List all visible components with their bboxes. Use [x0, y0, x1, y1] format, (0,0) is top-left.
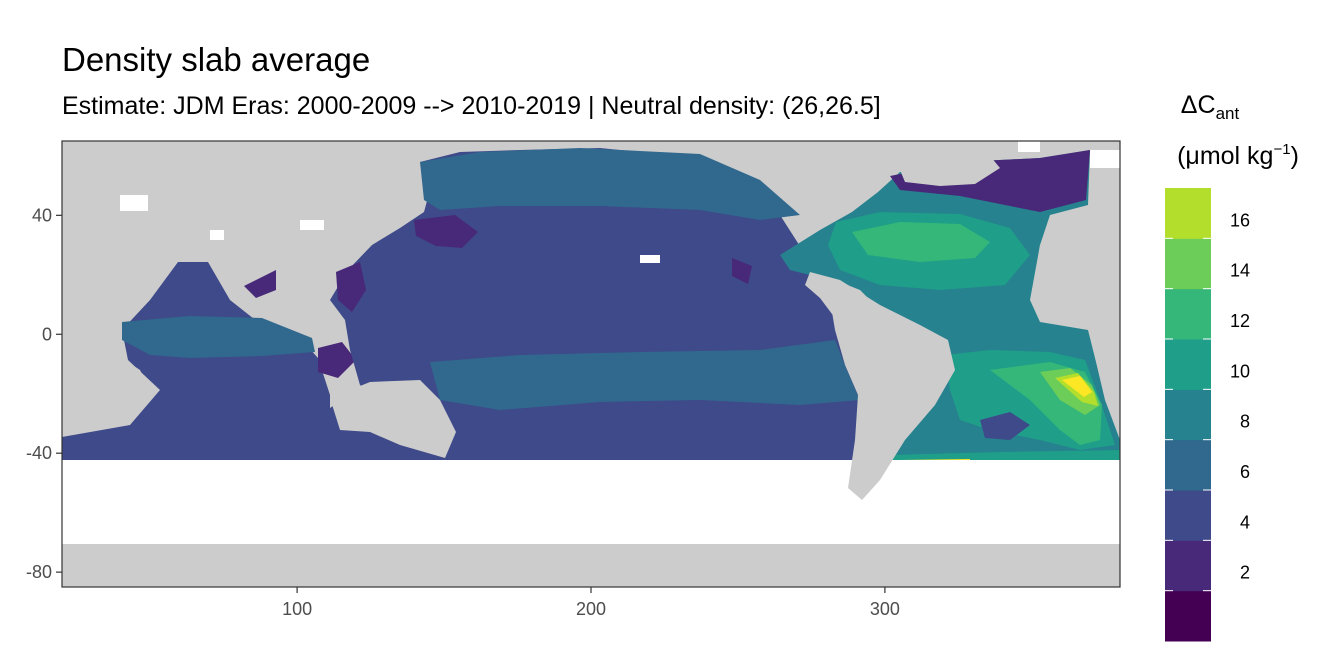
legend-colorbar [1165, 188, 1211, 642]
legend-swatch [1165, 540, 1211, 592]
legend-units: (μmol kg−1) [1177, 141, 1299, 170]
legend-label: 4 [1240, 512, 1250, 532]
legend-swatch [1165, 590, 1211, 642]
australia-landmass [330, 380, 456, 458]
legend-label: 12 [1230, 311, 1250, 331]
legend-swatch [1165, 490, 1211, 541]
legend-swatch [1165, 288, 1211, 340]
south-atlantic-peak [1062, 376, 1092, 397]
y-tick-label: -80 [26, 562, 52, 582]
south-pacific-band [430, 340, 860, 410]
north-atlantic-core [852, 222, 990, 262]
y-tick-label: 40 [32, 205, 52, 225]
legend: ΔCant (μmol kg−1) 2 4 6 8 10 12 14 16 [1165, 91, 1299, 642]
southern-front-band [890, 450, 1120, 462]
no-data-speckle [1018, 141, 1040, 152]
bay-of-bengal-patch [244, 270, 276, 298]
greenland-landmass [900, 150, 1000, 186]
legend-labels: 2 4 6 8 10 12 14 16 [1165, 210, 1250, 592]
x-tick-label: 200 [576, 599, 606, 619]
legend-title: ΔCant [1181, 91, 1240, 123]
legend-label: 14 [1230, 261, 1250, 281]
x-tick-label: 100 [282, 599, 312, 619]
south-atlantic-low [980, 412, 1030, 440]
no-data-speckle [120, 195, 148, 211]
no-data-speckle [300, 220, 324, 230]
legend-swatch [1165, 238, 1211, 290]
south-atlantic-high [1040, 368, 1100, 415]
no-data-speckle [210, 230, 224, 240]
japan-sea-patch [414, 215, 478, 248]
legend-label: 8 [1240, 412, 1250, 432]
legend-swatch [1165, 188, 1211, 239]
antarctic-no-data [62, 512, 1120, 544]
y-tick-label: -40 [26, 443, 52, 463]
legend-swatch [1165, 389, 1211, 441]
legend-swatch [1165, 439, 1211, 491]
north-atlantic-subpolar [890, 150, 1090, 212]
chart-subtitle: Estimate: JDM Eras: 2000-2009 --> 2010-2… [62, 92, 881, 120]
west-africa-landmass [1030, 245, 1095, 330]
legend-label: 16 [1230, 210, 1250, 230]
x-tick-label: 300 [870, 599, 900, 619]
chart-title: Density slab average [62, 41, 371, 78]
map-layer [62, 141, 1120, 587]
indian-equatorial-band [122, 316, 315, 358]
north-pacific-band [420, 148, 800, 220]
y-tick-label: 0 [42, 324, 52, 344]
legend-label: 2 [1240, 563, 1250, 583]
south-china-sea-patch [336, 262, 366, 312]
legend-swatch [1165, 339, 1211, 390]
no-data-speckle [640, 255, 660, 263]
south-america-landmass [805, 272, 955, 500]
legend-label: 10 [1230, 361, 1250, 381]
california-coast-patch [732, 258, 752, 284]
no-data-speckle [1090, 150, 1120, 168]
timor-sea-patch [318, 342, 356, 378]
madagascar-landmass [122, 360, 150, 398]
legend-label: 6 [1240, 462, 1250, 482]
